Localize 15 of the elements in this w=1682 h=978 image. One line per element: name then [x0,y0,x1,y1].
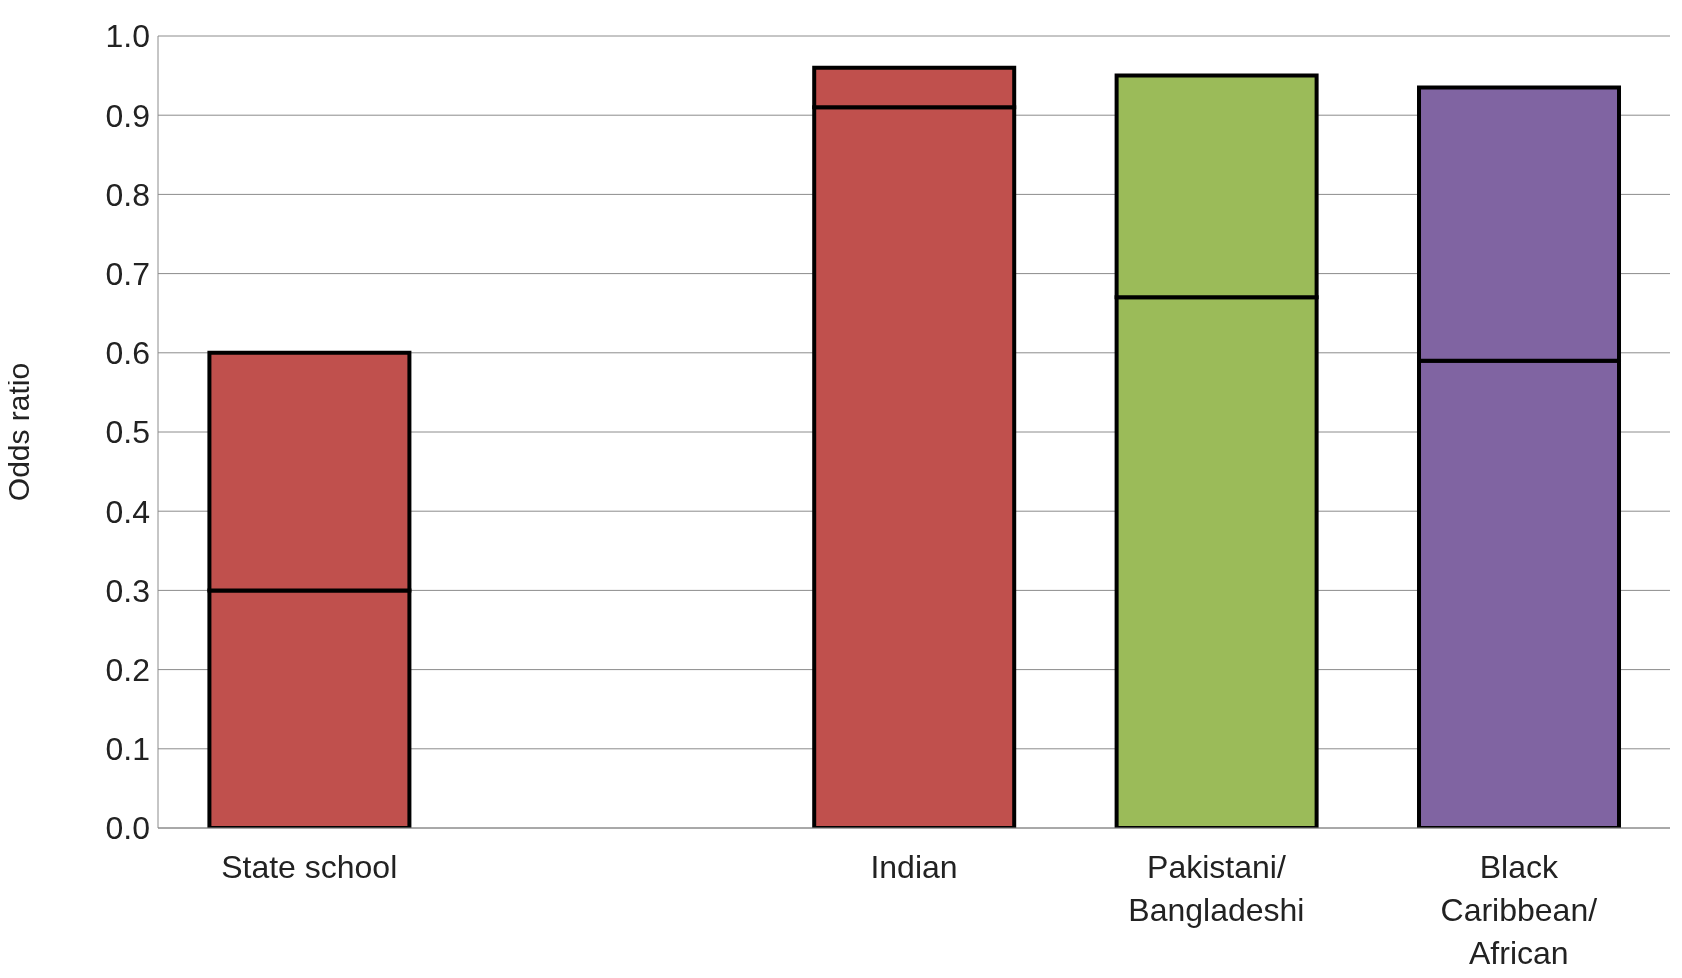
y-tick-label: 0.5 [105,414,150,451]
x-tick-label: State school [221,849,398,885]
y-tick-label: 0.2 [105,651,150,688]
y-tick-label: 0.3 [105,572,150,609]
x-tick-label: Pakistani/Bangladeshi [1128,849,1305,928]
y-tick-label: 0.9 [105,97,150,134]
y-tick-label: 1.0 [105,18,150,55]
y-tick-label: 0.1 [105,731,150,768]
y-tick-label: 0.4 [105,493,150,530]
y-tick-label: 0.7 [105,255,150,292]
x-tick-label: Indian [870,849,958,885]
y-tick-label: 0.6 [105,335,150,372]
x-tick-label: Black Caribbean/African [1440,849,1598,971]
y-tick-label: 0.0 [105,810,150,847]
y-tick-label: 0.8 [105,176,150,213]
